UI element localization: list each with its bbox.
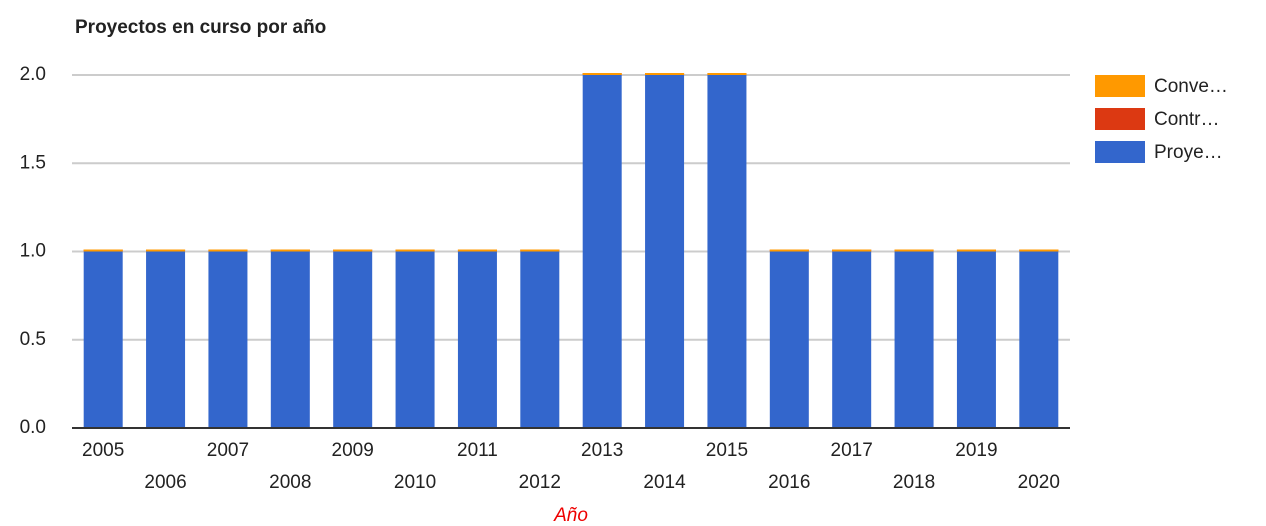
bar-segment: [1019, 251, 1059, 428]
x-axis-label: Año: [553, 505, 588, 526]
legend-swatch: [1095, 108, 1145, 130]
bar-segment: [520, 251, 560, 428]
legend-label: Contr…: [1154, 109, 1219, 130]
bar-segment: [83, 251, 123, 428]
x-tick-label: 2016: [768, 472, 810, 493]
x-tick-label: 2007: [207, 440, 249, 461]
x-tick-label: 2011: [457, 440, 498, 461]
x-tick-label: 2013: [581, 440, 623, 461]
bar-segment: [270, 251, 310, 428]
x-tick-label: 2009: [332, 440, 374, 461]
legend-swatch: [1095, 75, 1145, 97]
bar-segment: [270, 249, 310, 252]
x-tick-label: 2008: [269, 472, 311, 493]
y-tick-label: 1.0: [20, 241, 46, 262]
x-tick-label: 2005: [82, 440, 124, 461]
x-tick-label: 2018: [893, 472, 935, 493]
bar-segment: [333, 249, 373, 252]
bar-segment: [208, 249, 248, 252]
bar-segment: [395, 249, 435, 252]
y-tick-label: 0.0: [20, 417, 46, 438]
bar-segment: [894, 251, 934, 428]
bar-segment: [582, 75, 622, 428]
chart-title: Proyectos en curso por año: [75, 17, 326, 38]
x-tick-label: 2012: [519, 472, 561, 493]
bar-segment: [208, 251, 248, 428]
bar-segment: [707, 73, 747, 75]
bar-segment: [395, 251, 435, 428]
x-tick-label: 2020: [1018, 472, 1060, 493]
bar-segment: [457, 249, 497, 252]
bar-segment: [582, 73, 622, 75]
legend-swatch: [1095, 141, 1145, 163]
y-tick-label: 0.5: [20, 329, 46, 350]
bar-segment: [457, 251, 497, 428]
bar-segment: [956, 251, 996, 428]
bar-segment: [894, 249, 934, 252]
legend-label: Proye…: [1154, 142, 1223, 163]
x-tick-label: 2006: [144, 472, 186, 493]
y-tick-label: 1.5: [20, 152, 46, 173]
bar-segment: [956, 249, 996, 252]
bar-segment: [769, 251, 809, 428]
legend-label: Conve…: [1154, 76, 1228, 97]
x-tick-label: 2019: [955, 440, 997, 461]
bar-segment: [645, 73, 685, 75]
bar-segment: [832, 249, 872, 252]
bar-segment: [146, 249, 186, 252]
bar-segment: [769, 249, 809, 252]
y-tick-label: 2.0: [20, 64, 46, 85]
bar-segment: [520, 249, 560, 252]
bar-segment: [832, 251, 872, 428]
bar-segment: [146, 251, 186, 428]
bar-segment: [1019, 249, 1059, 252]
bar-segment: [645, 75, 685, 428]
x-tick-label: 2010: [394, 472, 436, 493]
x-tick-label: 2017: [831, 440, 873, 461]
x-tick-label: 2015: [706, 440, 748, 461]
bar-segment: [333, 251, 373, 428]
x-tick-label: 2014: [643, 472, 686, 493]
bar-segment: [707, 75, 747, 428]
bar-segment: [83, 249, 123, 252]
